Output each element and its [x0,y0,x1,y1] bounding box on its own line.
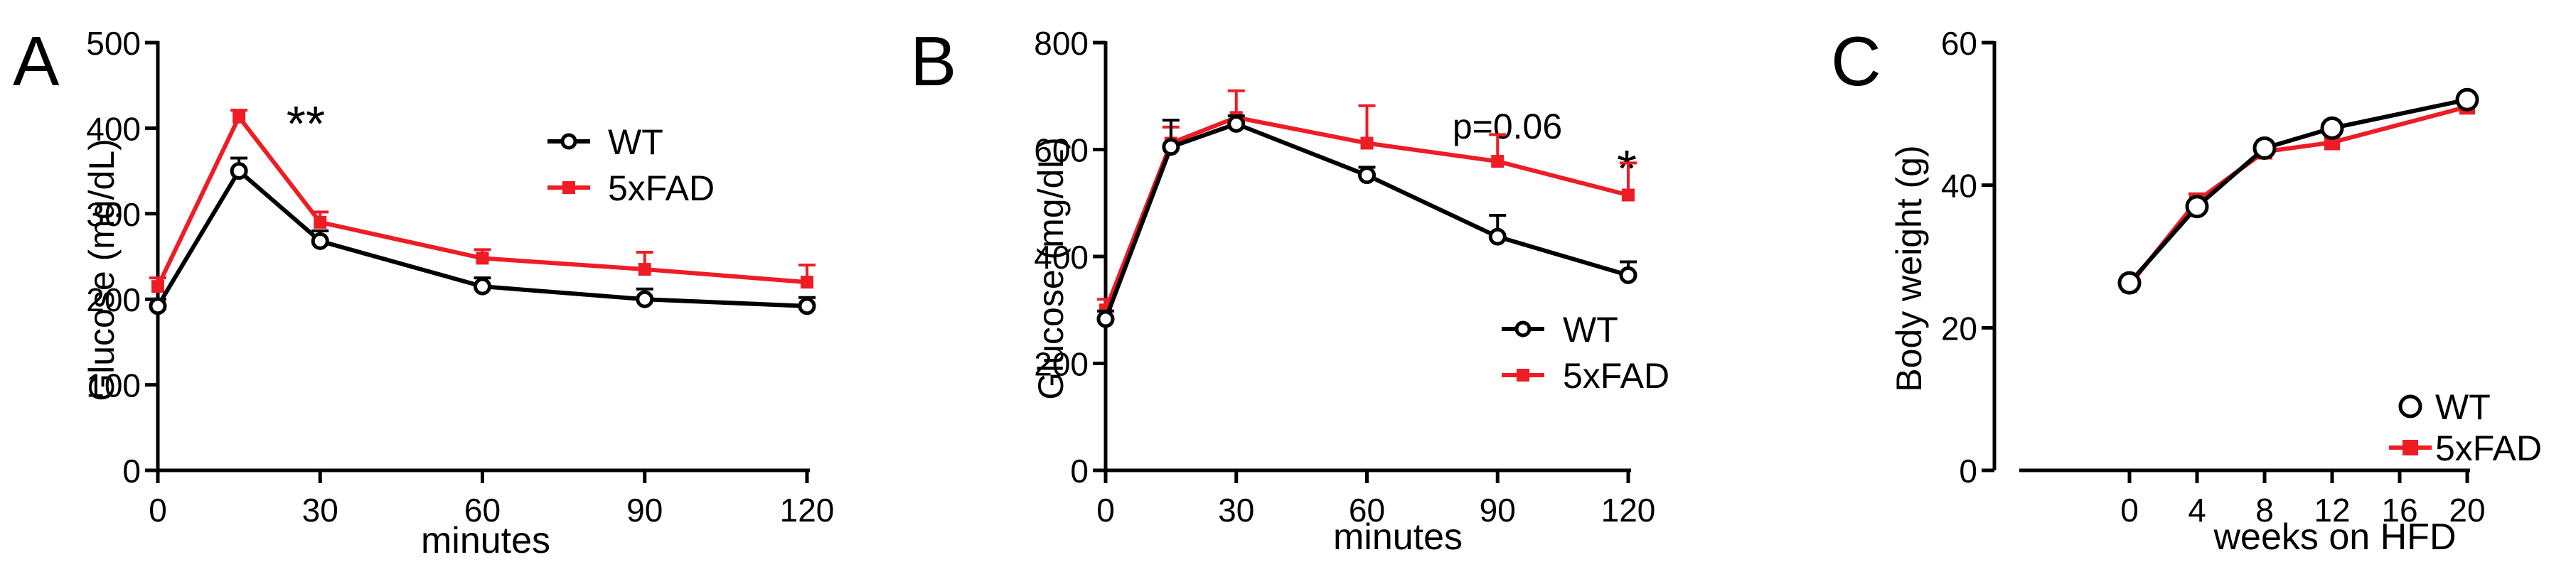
data-point-wt [798,297,816,315]
legend: WT 5xFAD [2389,387,2542,468]
panel-letter: C [1831,22,1881,100]
data-point-wt [636,290,654,308]
y-tick-label: 100 [86,367,141,404]
x-tick-label: 120 [780,492,835,529]
data-point-5xfad [638,263,651,276]
x-tick-label: 30 [302,492,338,529]
legend-marker-wt [2398,394,2422,418]
data-point-wt [2252,136,2277,160]
y-tick-label: 300 [86,196,141,233]
series-line-5xfad [156,114,808,288]
legend-label-wt: WT [608,122,663,162]
x-tick-label: 4 [2188,492,2206,529]
data-point-5xfad [233,110,246,124]
significance-stars: ** [287,96,325,151]
legend-label-wt: WT [2435,387,2491,427]
x-tick-label: 0 [1096,492,1115,529]
data-point-wt [149,297,167,315]
data-point-wt [2455,87,2479,112]
x-tick-label: 30 [1218,492,1254,529]
panel-c: C Body weight (g) weeks on HFD WT 5xFAD … [1831,22,2542,558]
x-tick-label: 60 [1349,492,1385,529]
y-tick-label: 200 [1034,346,1089,383]
x-axis-label: minutes [421,520,550,561]
data-point-5xfad [314,215,327,229]
p-value-annotation: p=0.06 [1453,107,1562,146]
data-point-wt [2185,195,2209,219]
y-axis-label: Glucose (mg/dL) [82,139,122,401]
y-axis-label: Glucose (mg/dL) [1031,137,1071,400]
x-tick-label: 90 [626,492,663,529]
legend-label-5xfad: 5xFAD [2435,428,2542,468]
legend: WT 5xFAD [1502,310,1669,396]
y-tick-label: 800 [1034,25,1089,62]
panel-letter: B [910,22,956,100]
x-tick-label: 20 [2449,492,2485,529]
y-tick-label: 40 [1941,168,1977,205]
y-tick-label: 0 [1959,453,1977,490]
data-point-wt [1096,310,1115,328]
legend-label-wt: WT [1563,310,1618,350]
data-point-wt [1162,138,1180,156]
y-tick-label: 600 [1034,132,1089,169]
legend-marker-5xfad [2403,440,2418,455]
y-tick-label: 400 [86,110,141,147]
data-point-wt [1488,227,1507,246]
x-tick-label: 12 [2314,492,2350,529]
data-point-5xfad [1491,155,1505,168]
legend-marker-wt [560,133,577,150]
series-line-wt [1103,121,1629,320]
y-tick-label: 0 [122,453,141,490]
data-point-wt [1358,166,1376,185]
x-axis-label: weeks on HFD [2213,517,2457,558]
x-tick-label: 120 [1601,492,1656,529]
data-point-wt [230,162,248,180]
data-point-wt [1619,266,1637,284]
y-tick-label: 200 [86,281,141,318]
panel-a: A Glucose (mg/dL) minutes ** WT 5xFAD 0 1… [13,22,834,561]
x-axis-label: minutes [1333,517,1463,558]
legend: WT 5xFAD [547,122,715,208]
x-tick-label: 0 [149,492,167,529]
data-point-5xfad [1360,136,1374,150]
legend-marker-wt [1514,320,1532,337]
panel-b: B Glucose (mg/dL) minutes p=0.06 * WT 5x… [910,22,1669,558]
data-point-5xfad [1622,188,1635,202]
y-tick-label: 500 [86,25,141,62]
data-point-5xfad [151,280,164,293]
x-tick-label: 16 [2381,492,2417,529]
x-tick-label: 0 [2120,492,2139,529]
data-point-wt [2117,271,2142,295]
y-tick-label: 400 [1034,239,1089,276]
y-axis-label: Body weight (g) [1889,145,1929,391]
x-tick-label: 90 [1480,492,1516,529]
data-point-5xfad [476,252,489,265]
series-line-wt [156,168,808,308]
data-point-wt [474,277,491,296]
y-tick-label: 0 [1070,453,1089,490]
data-point-wt [1227,114,1246,133]
y-tick-label: 20 [1941,310,1977,347]
data-point-wt [311,232,329,250]
legend-label-5xfad: 5xFAD [608,168,715,208]
y-tick-label: 60 [1941,25,1977,62]
data-point-wt [2320,116,2344,140]
legend-marker-5xfad [1517,369,1529,382]
x-tick-label: 8 [2255,492,2274,529]
panel-letter: A [13,22,60,100]
data-point-5xfad [801,276,813,289]
x-tick-label: 60 [464,492,501,529]
legend-label-5xfad: 5xFAD [1563,356,1669,396]
series-line-5xfad [2127,104,2468,287]
legend-marker-5xfad [562,181,575,194]
series-line-wt [2127,97,2468,285]
